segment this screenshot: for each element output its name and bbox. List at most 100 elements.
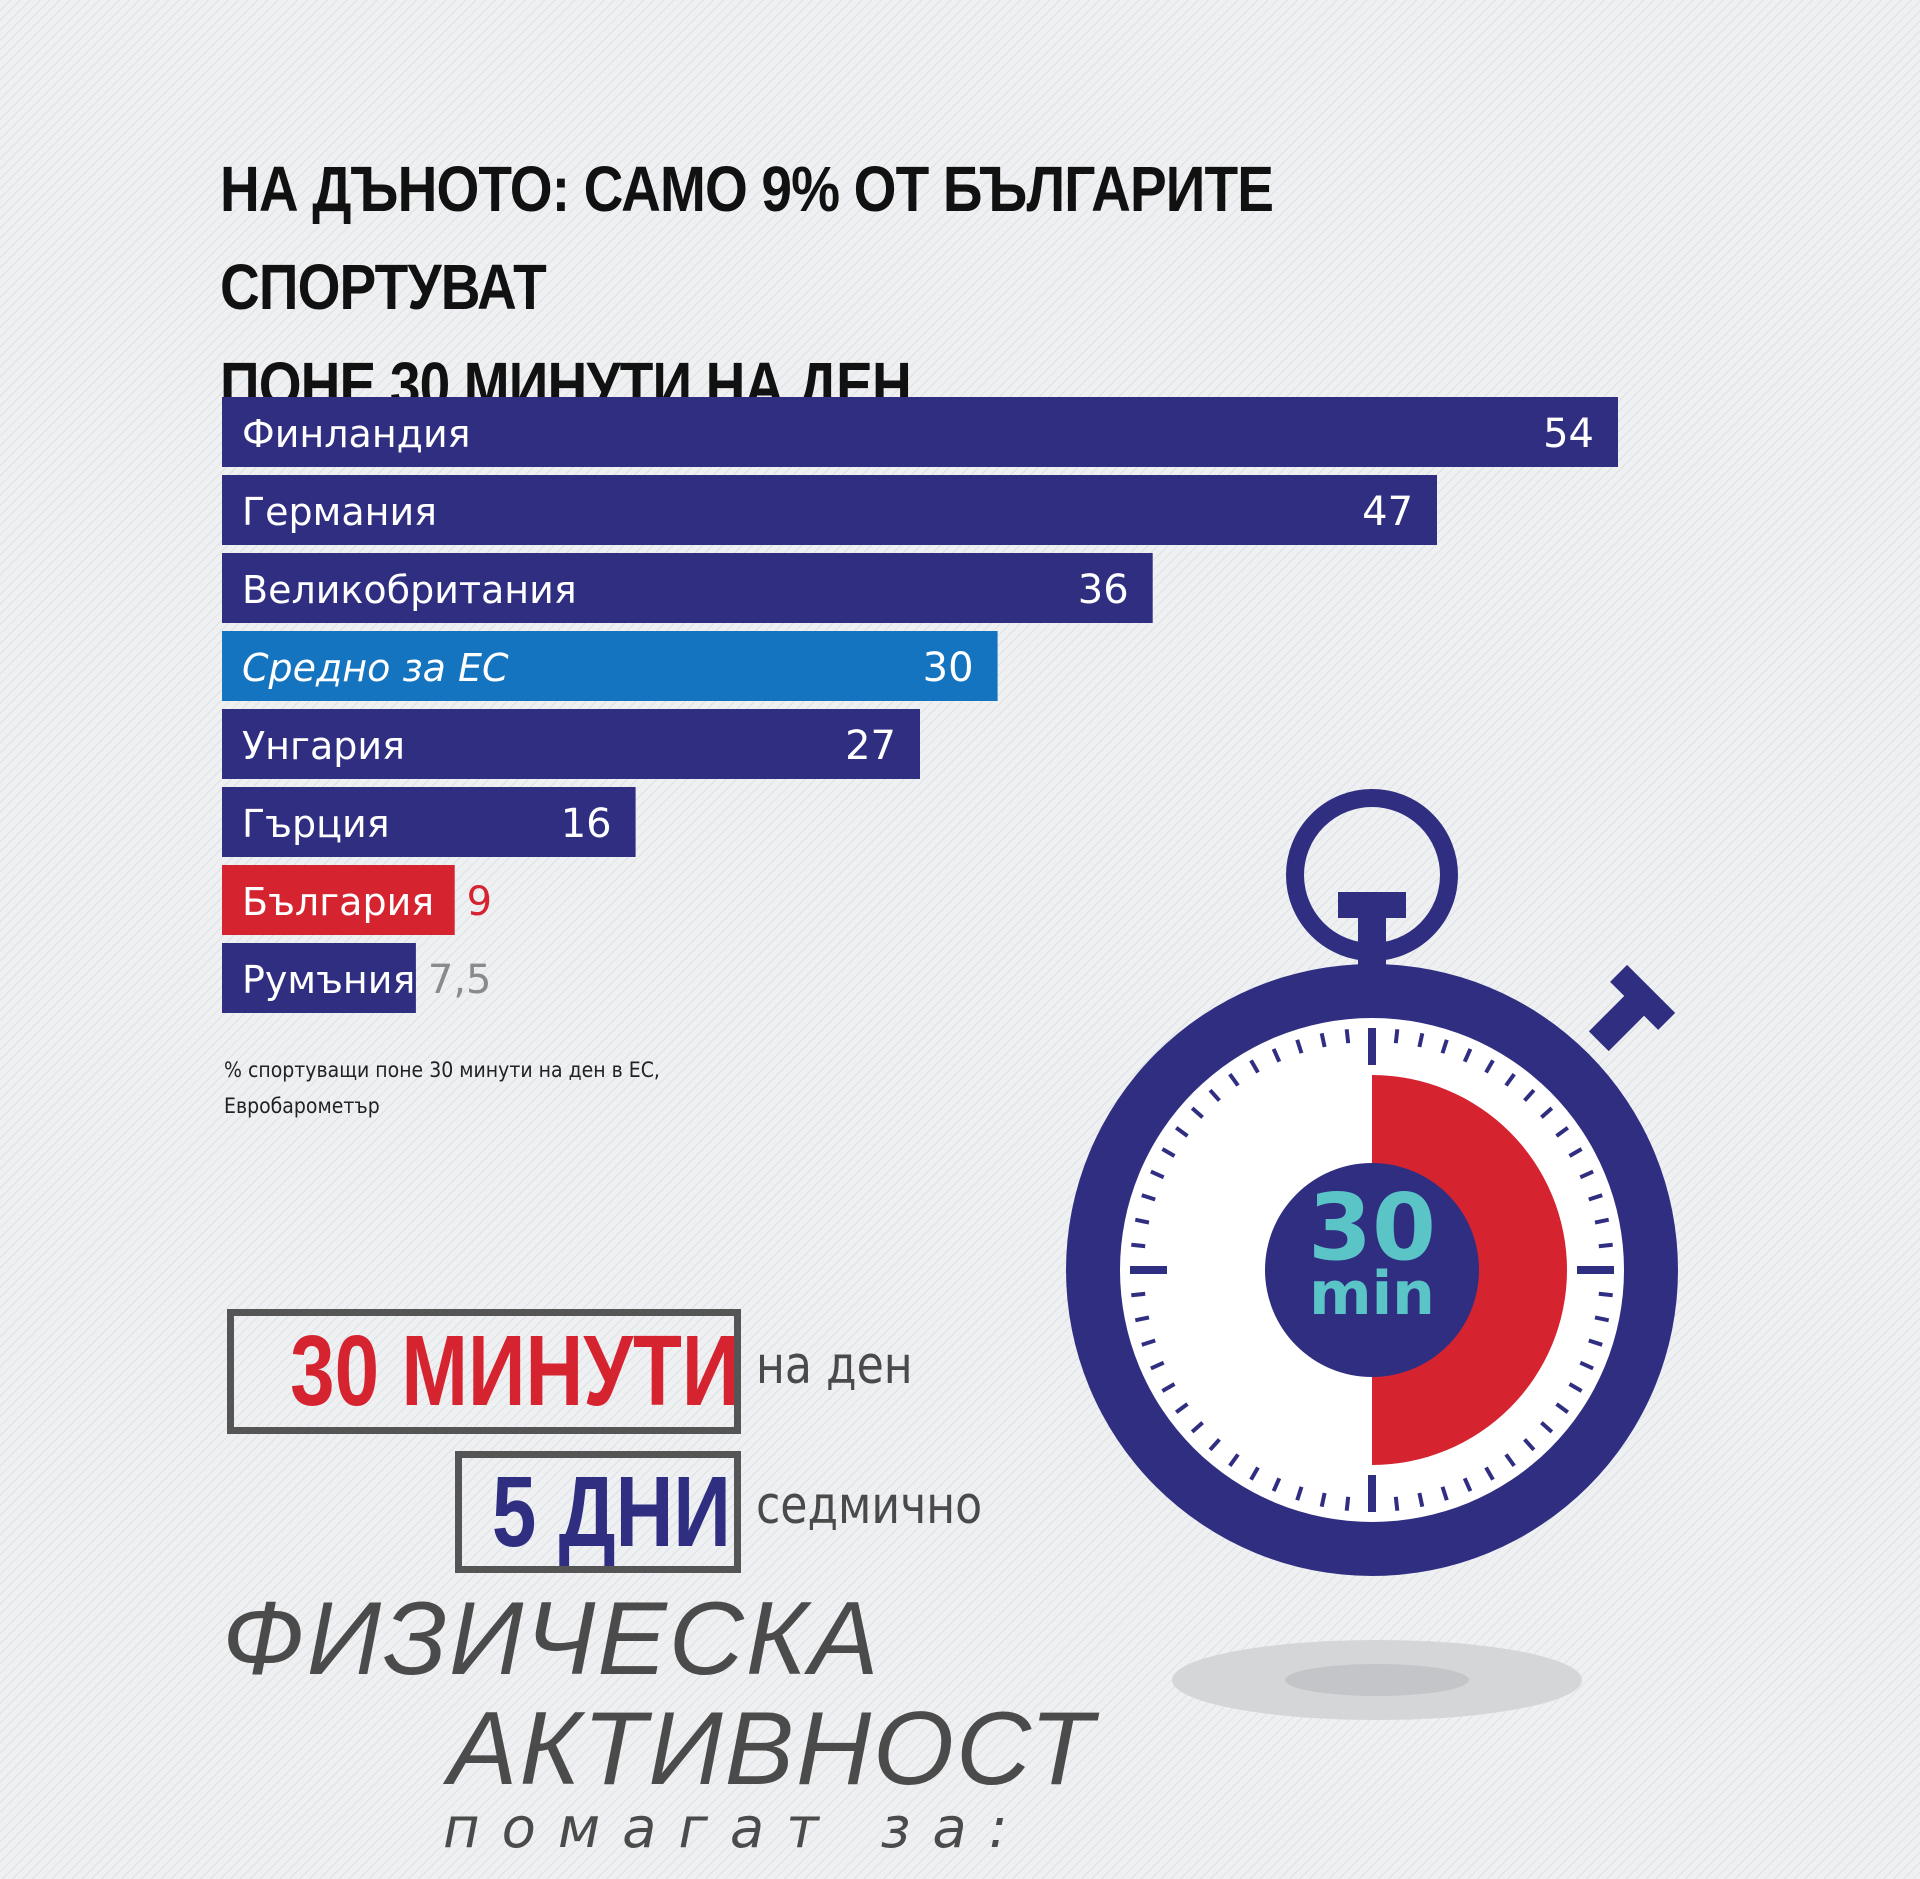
minor-tick bbox=[1190, 1421, 1204, 1434]
minor-tick bbox=[1523, 1438, 1536, 1452]
minor-tick bbox=[1462, 1477, 1473, 1492]
bar-3-value-label: 30 bbox=[923, 645, 974, 691]
title-line-1: НА ДЪНОТО: САМО 9% ОТ БЪЛГАРИТЕ СПОРТУВА… bbox=[220, 153, 1274, 323]
minor-tick bbox=[1568, 1147, 1583, 1158]
stopwatch-shadow-inner bbox=[1285, 1664, 1469, 1696]
minor-tick bbox=[1249, 1466, 1260, 1481]
crown-cap bbox=[1338, 892, 1406, 918]
bar-chart: Финландия 54 Германия 47 Великобритания 36 Сре… bbox=[222, 397, 1618, 1013]
minor-tick bbox=[1484, 1466, 1495, 1481]
minor-tick bbox=[1555, 1402, 1569, 1414]
bar-7-value-label: 7,5 bbox=[428, 957, 492, 1003]
face-ticks bbox=[1130, 1028, 1614, 1512]
bar-2-category-label: Великобритания bbox=[242, 568, 577, 612]
minor-tick bbox=[1555, 1126, 1569, 1138]
minor-tick bbox=[1150, 1169, 1165, 1180]
physical-word: ФИЗИЧЕСКА bbox=[222, 1581, 881, 1697]
bar-3 bbox=[222, 631, 998, 701]
bar-5-value-label: 16 bbox=[561, 801, 612, 847]
minor-tick bbox=[1417, 1032, 1425, 1048]
minor-tick bbox=[1344, 1029, 1351, 1044]
bar-5-category-label: Гърция bbox=[242, 802, 390, 846]
chart-title: НА ДЪНОТО: САМО 9% ОТ БЪЛГАРИТЕ СПОРТУВА… bbox=[220, 140, 1562, 434]
minor-tick bbox=[1131, 1291, 1146, 1298]
center-hub bbox=[1265, 1163, 1479, 1377]
minor-tick bbox=[1568, 1382, 1583, 1393]
stopwatch-number: 30 bbox=[1307, 1174, 1437, 1281]
minor-tick bbox=[1150, 1360, 1165, 1371]
stopwatch-icon bbox=[1066, 789, 1678, 1720]
minor-tick bbox=[1228, 1453, 1240, 1467]
minutes-box: 30 МИНУТИ bbox=[227, 1309, 741, 1434]
minor-tick bbox=[1319, 1492, 1327, 1508]
minor-tick bbox=[1540, 1106, 1554, 1119]
minor-tick bbox=[1594, 1217, 1610, 1225]
minor-tick bbox=[1579, 1360, 1594, 1371]
stopwatch-illustration: 30 min bbox=[1040, 780, 1740, 1744]
minor-tick bbox=[1417, 1492, 1425, 1508]
minor-tick bbox=[1462, 1048, 1473, 1063]
bar-6-category-label: България bbox=[242, 880, 434, 924]
minor-tick bbox=[1175, 1402, 1189, 1414]
minutes-box-text: 30 МИНУТИ bbox=[290, 1315, 740, 1427]
minor-tick bbox=[1504, 1073, 1516, 1087]
bar-4-value-label: 27 bbox=[845, 723, 896, 769]
source-line-1: % спортуващи поне 30 минути на ден в ЕС, bbox=[224, 1058, 660, 1082]
helps-for-text: помагат за: bbox=[443, 1796, 1030, 1861]
minor-tick bbox=[1271, 1477, 1282, 1492]
bar-0 bbox=[222, 397, 1618, 467]
minor-tick bbox=[1271, 1048, 1282, 1063]
minor-tick bbox=[1344, 1496, 1351, 1511]
minor-tick bbox=[1588, 1338, 1603, 1347]
minor-tick bbox=[1598, 1242, 1613, 1249]
stopwatch-unit: min bbox=[1309, 1259, 1435, 1329]
minor-tick bbox=[1175, 1126, 1189, 1138]
bar-6-value-label: 9 bbox=[467, 879, 492, 925]
minor-tick bbox=[1161, 1382, 1176, 1393]
minor-tick bbox=[1249, 1059, 1260, 1074]
minor-tick bbox=[1594, 1315, 1610, 1323]
minor-tick bbox=[1141, 1338, 1156, 1347]
bar-2 bbox=[222, 553, 1153, 623]
minor-tick bbox=[1319, 1032, 1327, 1048]
minor-tick bbox=[1134, 1217, 1150, 1225]
bar-7 bbox=[222, 943, 416, 1013]
minor-tick bbox=[1540, 1421, 1554, 1434]
minor-tick bbox=[1598, 1291, 1613, 1298]
minor-tick bbox=[1579, 1169, 1594, 1180]
bar-0-value-label: 54 bbox=[1543, 411, 1594, 457]
bar-6 bbox=[222, 865, 455, 935]
minor-tick bbox=[1161, 1147, 1176, 1158]
minor-tick bbox=[1504, 1453, 1516, 1467]
minor-tick bbox=[1440, 1486, 1449, 1501]
minor-tick bbox=[1588, 1193, 1603, 1202]
activity-word: АКТИВНОСТ bbox=[448, 1691, 1096, 1807]
minor-tick bbox=[1295, 1486, 1304, 1501]
minor-tick bbox=[1393, 1029, 1400, 1044]
bar-1 bbox=[222, 475, 1437, 545]
bar-1-category-label: Германия bbox=[242, 490, 437, 534]
minor-tick bbox=[1190, 1106, 1204, 1119]
days-suffix: седмично bbox=[756, 1476, 983, 1536]
minor-tick bbox=[1393, 1496, 1400, 1511]
minutes-suffix: на ден bbox=[756, 1336, 913, 1396]
bar-2-value-label: 36 bbox=[1078, 567, 1129, 613]
bar-5 bbox=[222, 787, 636, 857]
days-box-text: 5 ДНИ bbox=[491, 1456, 731, 1568]
side-button bbox=[1588, 964, 1676, 1052]
bar-4-category-label: Унгария bbox=[242, 724, 405, 768]
minor-tick bbox=[1228, 1073, 1240, 1087]
bar-1-value-label: 47 bbox=[1362, 489, 1413, 535]
minor-tick bbox=[1208, 1088, 1221, 1102]
days-box: 5 ДНИ bbox=[455, 1451, 741, 1573]
minor-tick bbox=[1295, 1039, 1304, 1054]
source-line-2: Евробарометър bbox=[224, 1094, 380, 1118]
minor-tick bbox=[1523, 1088, 1536, 1102]
minor-tick bbox=[1131, 1242, 1146, 1249]
bar-0-category-label: Финландия bbox=[242, 412, 471, 456]
minor-tick bbox=[1134, 1315, 1150, 1323]
minor-tick bbox=[1484, 1059, 1495, 1074]
bar-7-category-label: Румъния bbox=[242, 958, 415, 1002]
bar-3-category-label: Средно за ЕС bbox=[242, 646, 509, 690]
source-note: % спортуващи поне 30 минути на ден в ЕС,… bbox=[224, 1052, 728, 1124]
